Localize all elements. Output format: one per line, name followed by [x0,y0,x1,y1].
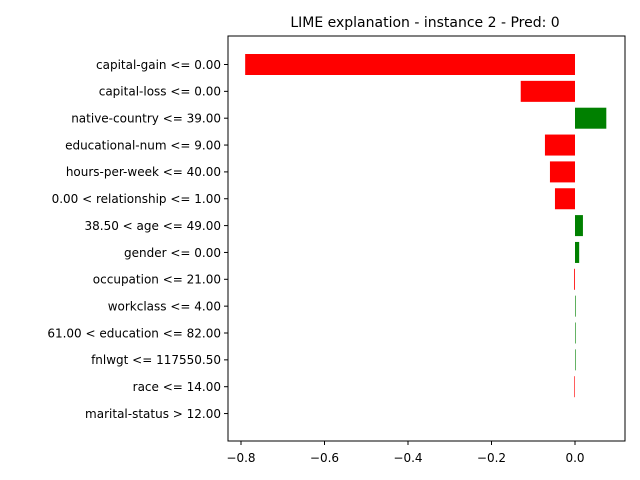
y-tick-label: capital-loss <= 0.00 [99,85,221,99]
plot-frame [227,35,626,442]
bar-9 [575,295,576,317]
bars-layer [245,54,607,398]
chart-title: LIME explanation - instance 2 - Pred: 0 [290,15,559,31]
y-tick-label: 38.50 < age <= 49.00 [85,219,221,233]
bar-12 [574,376,575,398]
y-tick-label: marital-status > 12.00 [85,407,221,421]
bar-4 [549,161,575,183]
y-tick-label: occupation <= 21.00 [93,273,221,287]
bar-2 [575,107,607,129]
y-ticks [224,64,228,415]
y-tick-labels: capital-gain <= 0.00 capital-loss <= 0.00… [47,58,221,421]
y-tick-label: race <= 14.00 [133,380,221,394]
x-tick-label: 0.0 [565,451,584,465]
y-tick-label: fnlwgt <= 117550.50 [91,353,221,367]
y-tick-label: native-country <= 39.00 [71,112,221,126]
bar-1 [520,80,575,102]
x-tick-label: −0.2 [477,451,506,465]
y-tick-label: educational-num <= 9.00 [65,138,221,152]
x-tick-label: −0.4 [393,451,422,465]
bar-10 [575,322,576,344]
y-tick-label: 61.00 < education <= 82.00 [47,326,221,340]
y-tick-label: hours-per-week <= 40.00 [66,165,221,179]
bar-7 [575,241,580,263]
x-tick-label: −0.6 [310,451,339,465]
bar-11 [575,349,576,371]
x-tick-label: −0.8 [226,451,255,465]
x-ticks: −0.8 −0.6 −0.4 −0.2 0.0 [226,441,585,465]
y-tick-label: workclass <= 4.00 [108,299,221,313]
bar-8 [574,268,575,290]
bar-6 [575,215,583,237]
y-tick-label: gender <= 0.00 [124,246,221,260]
bar-0 [245,54,576,75]
bar-3 [544,134,575,156]
y-tick-label: capital-gain <= 0.00 [96,58,221,72]
bar-5 [554,188,575,210]
y-tick-label: 0.00 < relationship <= 1.00 [52,192,221,206]
